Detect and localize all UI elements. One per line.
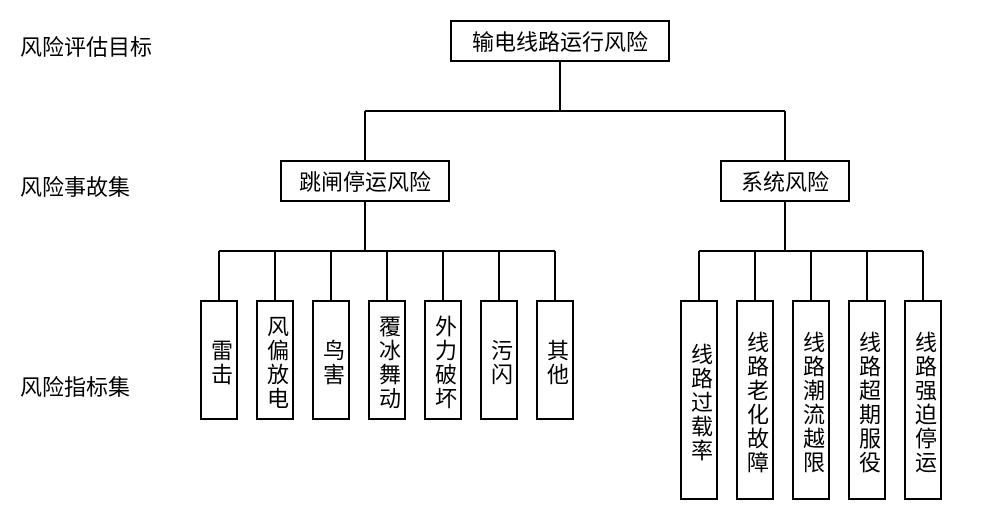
event-node-trip: 跳闸停运风险 [280,160,450,202]
indicator-leaf: 雷击 [200,300,238,420]
indicator-leaf: 线路过载率 [680,300,718,500]
row-label-indicators: 风险指标集 [20,370,130,402]
root-node: 输电线路运行风险 [450,20,670,62]
indicator-leaf: 鸟害 [312,300,350,420]
indicator-leaf: 其他 [536,300,574,420]
indicator-leaf: 线路强迫停运 [904,300,942,500]
indicator-leaf: 外力破坏 [424,300,462,420]
row-label-goal: 风险评估目标 [20,30,152,62]
indicator-leaf: 线路潮流越限 [792,300,830,500]
event-node-system: 系统风险 [720,160,850,202]
indicator-leaf: 覆冰舞动 [368,300,406,420]
indicator-leaf: 线路超期服役 [848,300,886,500]
row-label-events: 风险事故集 [20,170,130,202]
indicator-leaf: 风偏放电 [256,300,294,420]
indicator-leaf: 污闪 [480,300,518,420]
indicator-leaf: 线路老化故障 [736,300,774,500]
